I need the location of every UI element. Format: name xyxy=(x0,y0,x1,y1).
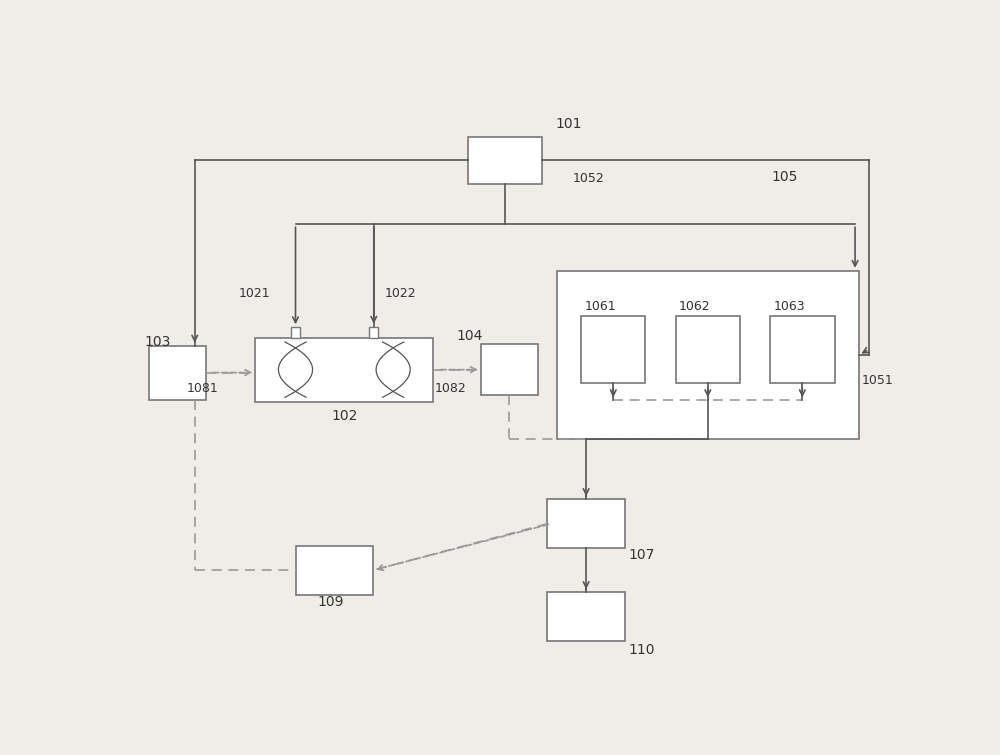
Text: 1063: 1063 xyxy=(774,300,805,313)
Bar xyxy=(291,327,300,337)
Text: 1081: 1081 xyxy=(186,383,218,396)
Bar xyxy=(296,546,373,595)
Text: 1022: 1022 xyxy=(385,287,416,300)
Bar xyxy=(770,316,835,383)
Bar xyxy=(547,499,625,548)
Bar xyxy=(468,137,542,184)
Bar xyxy=(676,316,740,383)
Text: 1062: 1062 xyxy=(679,300,711,313)
Text: 110: 110 xyxy=(629,643,655,657)
Bar xyxy=(547,592,625,642)
Text: 1051: 1051 xyxy=(861,374,893,387)
Text: 1052: 1052 xyxy=(572,172,604,185)
Text: 1021: 1021 xyxy=(239,287,271,300)
Text: 1082: 1082 xyxy=(435,383,467,396)
Text: 103: 103 xyxy=(144,335,171,350)
Bar xyxy=(481,344,538,395)
Text: 104: 104 xyxy=(457,329,483,344)
Text: 109: 109 xyxy=(317,595,344,609)
Text: 101: 101 xyxy=(555,117,582,131)
Bar xyxy=(581,316,645,383)
Bar xyxy=(149,346,206,399)
Text: 102: 102 xyxy=(331,409,358,424)
Bar xyxy=(255,337,433,402)
Bar xyxy=(369,327,378,337)
Text: 1061: 1061 xyxy=(585,300,616,313)
Bar xyxy=(557,271,859,439)
Text: 105: 105 xyxy=(771,170,798,183)
Text: 107: 107 xyxy=(629,548,655,562)
